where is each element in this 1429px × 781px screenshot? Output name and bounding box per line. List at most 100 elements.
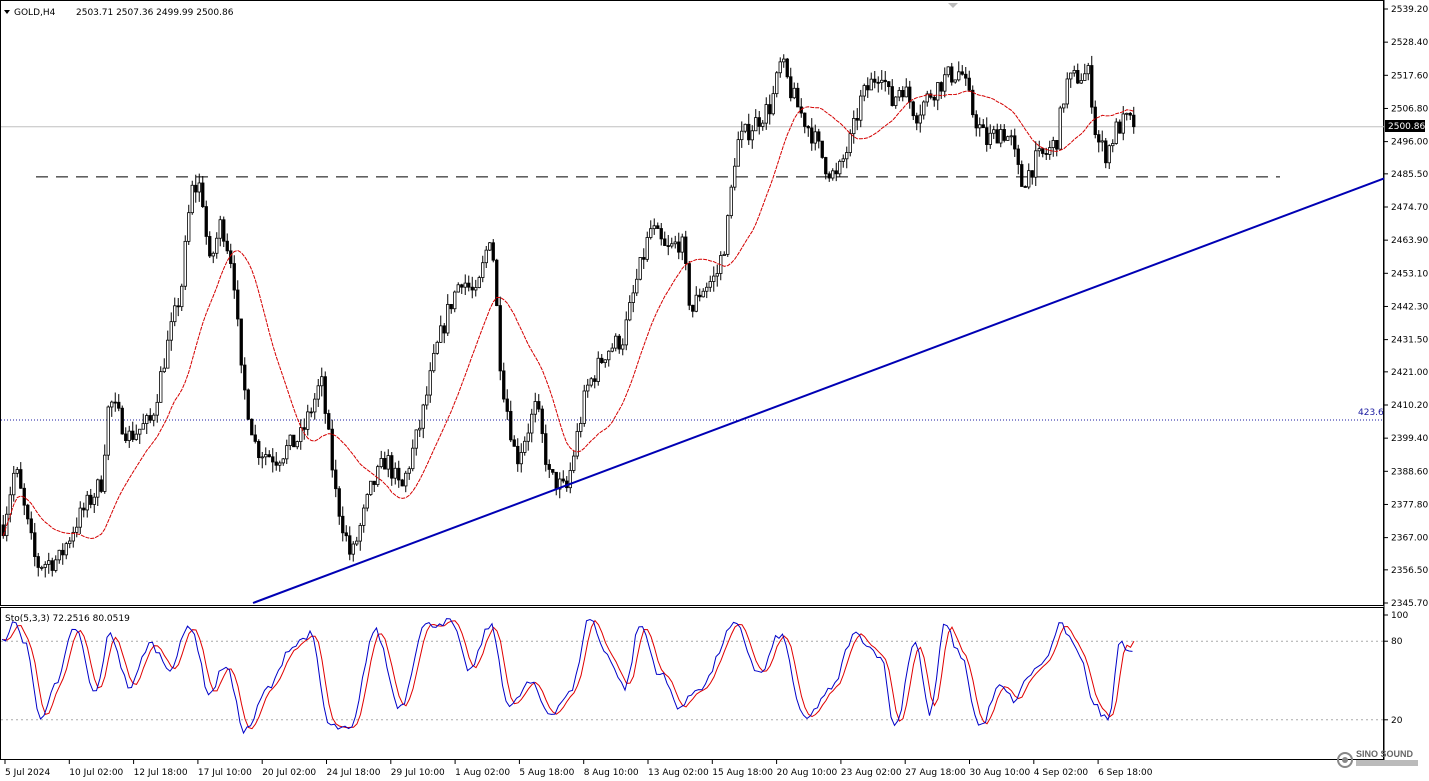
candle-body (992, 129, 996, 134)
candle-body (239, 318, 243, 366)
candle-body (477, 277, 481, 288)
price-tick-label: 2485.50 (1391, 170, 1428, 180)
candle-body (428, 370, 432, 396)
candle-body (834, 170, 838, 175)
candle-body (666, 245, 670, 247)
candle-body (848, 133, 852, 153)
candle-body (502, 370, 506, 400)
candle-body (887, 81, 891, 88)
candle-body (78, 507, 82, 528)
candle-body (841, 158, 845, 162)
candle-body (292, 434, 296, 448)
candle-body (351, 543, 355, 555)
time-tick-label: 15 Aug 18:00 (712, 768, 773, 778)
candle-body (446, 303, 450, 334)
current-price-box (1385, 120, 1425, 132)
candle-body (187, 212, 191, 242)
candle-body (663, 238, 667, 246)
price-tick-label: 2453.10 (1391, 269, 1428, 279)
candle-body (785, 58, 789, 78)
candle-body (456, 284, 460, 293)
candle-body (1051, 140, 1055, 148)
candle-body (519, 452, 523, 465)
time-tick-label: 24 Jul 18:00 (327, 768, 381, 778)
candle-body (131, 430, 135, 440)
candle-body (922, 101, 926, 116)
candle-body (1006, 136, 1010, 141)
candle-body (726, 215, 730, 255)
candle-body (694, 294, 698, 312)
candle-body (288, 434, 292, 447)
candle-body (1100, 140, 1104, 143)
candle-body (967, 77, 971, 91)
candle-body (117, 401, 121, 409)
candle-body (1076, 70, 1080, 84)
candle-body (925, 93, 929, 103)
candle-body (449, 303, 453, 310)
candle-body (1020, 164, 1024, 187)
moving-average-line (2, 90, 1134, 540)
candle-body (624, 319, 628, 346)
trendline-group[interactable] (252, 177, 1385, 604)
shift-marker-icon[interactable] (948, 3, 958, 8)
candle-body (397, 467, 401, 481)
candle-body (512, 439, 516, 447)
candle-body (386, 455, 390, 470)
candle-body (194, 184, 198, 193)
candle-body (320, 376, 324, 387)
time-tick-label: 1 Aug 02:00 (455, 768, 510, 778)
candle-body (813, 131, 817, 144)
candle-body (722, 253, 726, 256)
candle-body (285, 445, 289, 460)
time-tick-label: 10 Jul 02:00 (69, 768, 123, 778)
candle-body (757, 117, 761, 127)
candle-body (141, 423, 145, 430)
ascending-trendline[interactable] (252, 177, 1385, 604)
candle-body (827, 173, 831, 179)
menu-triangle-icon[interactable] (4, 10, 10, 14)
candle-body (743, 123, 747, 132)
candle-body (638, 257, 642, 280)
candle-body (820, 140, 824, 158)
candle-body (866, 85, 870, 91)
candle-body (89, 494, 93, 505)
candle-body (1111, 143, 1115, 147)
candle-body (1030, 170, 1034, 178)
time-tick-label: 23 Aug 02:00 (841, 768, 902, 778)
candle-body (180, 285, 184, 308)
candle-body (1104, 140, 1108, 164)
candle-body (390, 455, 394, 479)
candle-body (236, 289, 240, 320)
candle-body (596, 357, 600, 382)
candle-body (183, 240, 187, 287)
candle-body (323, 376, 327, 414)
candle-body (99, 479, 103, 492)
time-tick-label: 12 Jul 18:00 (134, 768, 188, 778)
candle-body (313, 398, 317, 413)
current-price-label: 2500.86 (1388, 122, 1425, 132)
candle-body (985, 127, 989, 145)
candle-body (404, 472, 408, 487)
price-tick-label: 2388.60 (1391, 467, 1428, 477)
candle-body (281, 458, 285, 464)
stochastic-label: Sto(5,3,3) 72.2516 80.0519 (5, 614, 130, 624)
price-tick-label: 2356.50 (1391, 566, 1428, 576)
candle-body (1086, 65, 1090, 75)
price-tick-label: 2463.90 (1391, 236, 1428, 246)
candle-body (803, 112, 807, 127)
time-tick-label: 8 Aug 10:00 (584, 768, 639, 778)
candle-body (166, 339, 170, 369)
candle-body (75, 526, 79, 533)
candle-body (943, 74, 947, 92)
candle-body (306, 411, 310, 430)
time-tick-label: 20 Aug 10:00 (777, 768, 838, 778)
candle-body (747, 123, 751, 141)
candle-body (222, 219, 226, 242)
candle-body (505, 398, 509, 412)
candle-body (1055, 140, 1059, 150)
candle-body (439, 325, 443, 343)
candle-body (999, 129, 1003, 144)
candle-body (551, 469, 555, 473)
candle-body (491, 242, 495, 261)
